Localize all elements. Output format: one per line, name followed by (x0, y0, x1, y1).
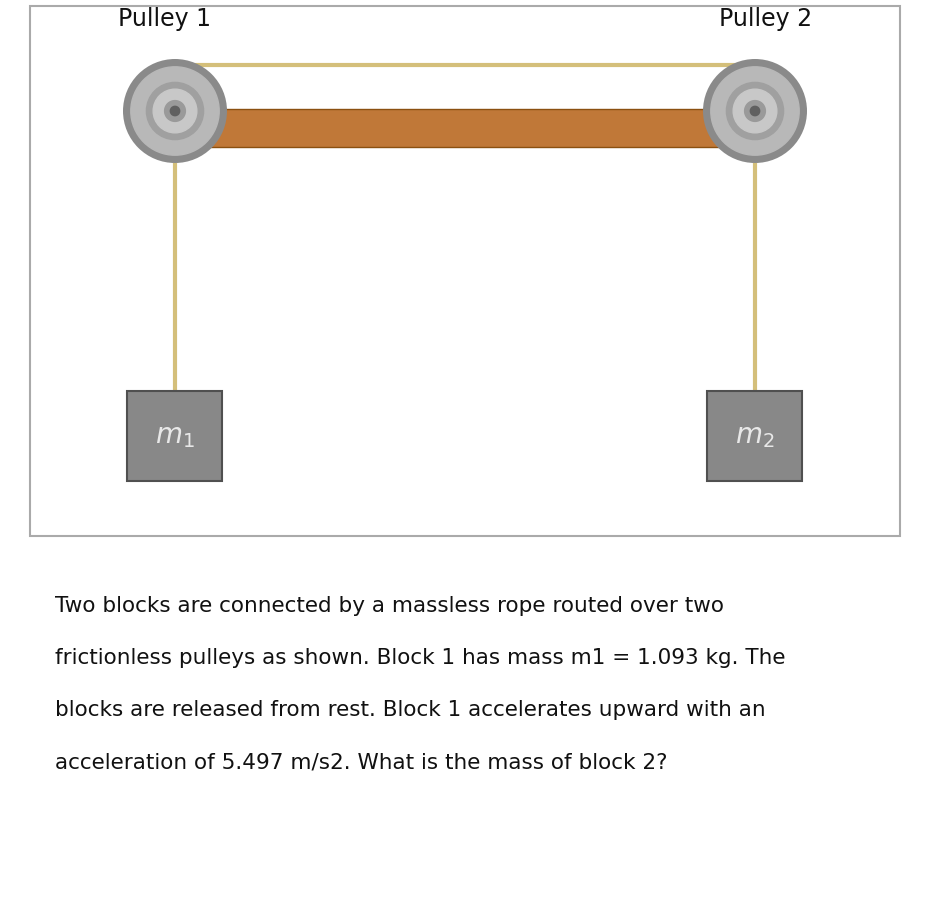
Text: blocks are released from rest. Block 1 accelerates upward with an: blocks are released from rest. Block 1 a… (55, 700, 765, 720)
Circle shape (750, 106, 759, 116)
Text: frictionless pulleys as shown. Block 1 has mass m1 = 1.093 kg. The: frictionless pulleys as shown. Block 1 h… (55, 648, 785, 668)
Bar (30, 6, 899, 536)
Bar (707, 391, 802, 481)
Text: Pulley 1: Pulley 1 (118, 7, 211, 31)
Circle shape (702, 59, 806, 163)
Text: Two blocks are connected by a massless rope routed over two: Two blocks are connected by a massless r… (55, 596, 723, 616)
Circle shape (147, 82, 203, 140)
Text: Pulley 2: Pulley 2 (718, 7, 811, 31)
Circle shape (710, 67, 798, 155)
Circle shape (744, 101, 765, 121)
Circle shape (153, 89, 197, 133)
Circle shape (170, 106, 179, 116)
Text: $m_1$: $m_1$ (155, 422, 195, 450)
Circle shape (164, 101, 186, 121)
Circle shape (726, 82, 782, 140)
Circle shape (122, 59, 226, 163)
Bar (127, 391, 223, 481)
Text: acceleration of 5.497 m/s2. What is the mass of block 2?: acceleration of 5.497 m/s2. What is the … (55, 752, 667, 772)
Bar (203, 109, 726, 147)
Circle shape (131, 67, 219, 155)
Circle shape (732, 89, 776, 133)
Text: $m_2$: $m_2$ (734, 422, 774, 450)
